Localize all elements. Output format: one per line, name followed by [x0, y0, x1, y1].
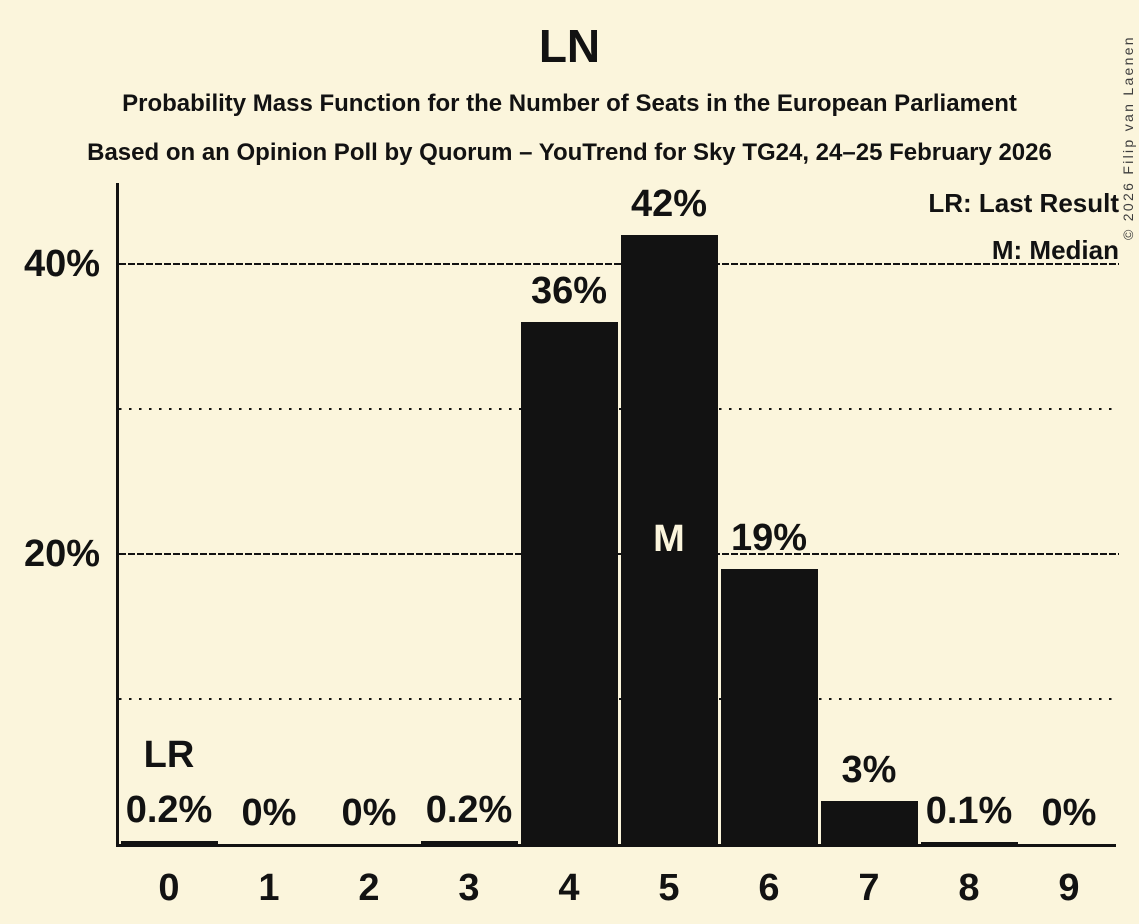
bar-value-label-8: 0.1%	[925, 789, 1013, 832]
copyright-text: © 2026 Filip van Laenen	[1120, 35, 1136, 240]
bar-value-label-0: 0.2%	[125, 789, 213, 832]
annotation-lr: LR	[143, 734, 195, 777]
x-axis-label-9: 9	[1058, 867, 1080, 909]
x-axis-label-5: 5	[658, 867, 680, 909]
gridline-major-20pct	[119, 553, 1119, 555]
bar-value-label-6: 19%	[730, 516, 808, 559]
page-title: LN	[538, 20, 601, 72]
bar-seats-0	[120, 841, 218, 844]
copyright-notice: © 2026 Filip van Laenen	[1120, 8, 1136, 240]
x-axis-label-7: 7	[858, 867, 880, 909]
bar-value-label-9: 0%	[1041, 792, 1097, 834]
legend-item-median: M: Median	[991, 235, 1119, 265]
gridline-minor-10pct	[119, 697, 1119, 700]
legend: LR: Last Result M: Median	[928, 180, 1119, 274]
x-axis-label-6: 6	[758, 867, 780, 909]
x-axis-label-3: 3	[458, 867, 480, 909]
y-axis-tick-label-40: 40%	[23, 243, 100, 285]
bar-value-label-4: 36%	[530, 270, 608, 312]
x-axis-label-2: 2	[358, 867, 380, 909]
bar-seats-5	[620, 235, 718, 844]
plot-area: 40% 20% 0.2% 0 0% 1 0% 2 0.2% 3 36% 4 42% 5 19% 6 3% 7 0.1…	[24, 183, 1119, 907]
chart-source-subtitle: Based on an Opinion Poll by Quorum – You…	[87, 139, 1052, 166]
chart-subtitle: Probability Mass Function for the Number…	[122, 90, 1017, 117]
bar-value-label-5: 42%	[630, 183, 708, 225]
legend-item-last-result: LR: Last Result	[928, 188, 1119, 218]
x-axis-label-8: 8	[958, 867, 980, 909]
annotation-m: M	[653, 517, 685, 560]
x-axis-label-4: 4	[558, 867, 580, 909]
bar-seats-8	[920, 841, 1018, 844]
gridline-minor-30pct	[119, 407, 1119, 410]
bar-seats-4	[520, 322, 618, 844]
bar-seats-6	[720, 568, 818, 844]
x-axis-label-1: 1	[258, 867, 280, 909]
bar-value-label-1: 0%	[241, 792, 297, 834]
bar-value-label-3: 0.2%	[425, 789, 513, 832]
y-axis-tick-label-20: 20%	[23, 533, 100, 575]
gridline-major-40pct	[119, 263, 1119, 265]
bar-seats-3	[420, 841, 518, 844]
bar-seats-7	[820, 800, 918, 844]
bar-value-label-7: 3%	[841, 748, 897, 791]
x-axis-label-0: 0	[158, 867, 180, 909]
bar-value-label-2: 0%	[341, 792, 397, 834]
